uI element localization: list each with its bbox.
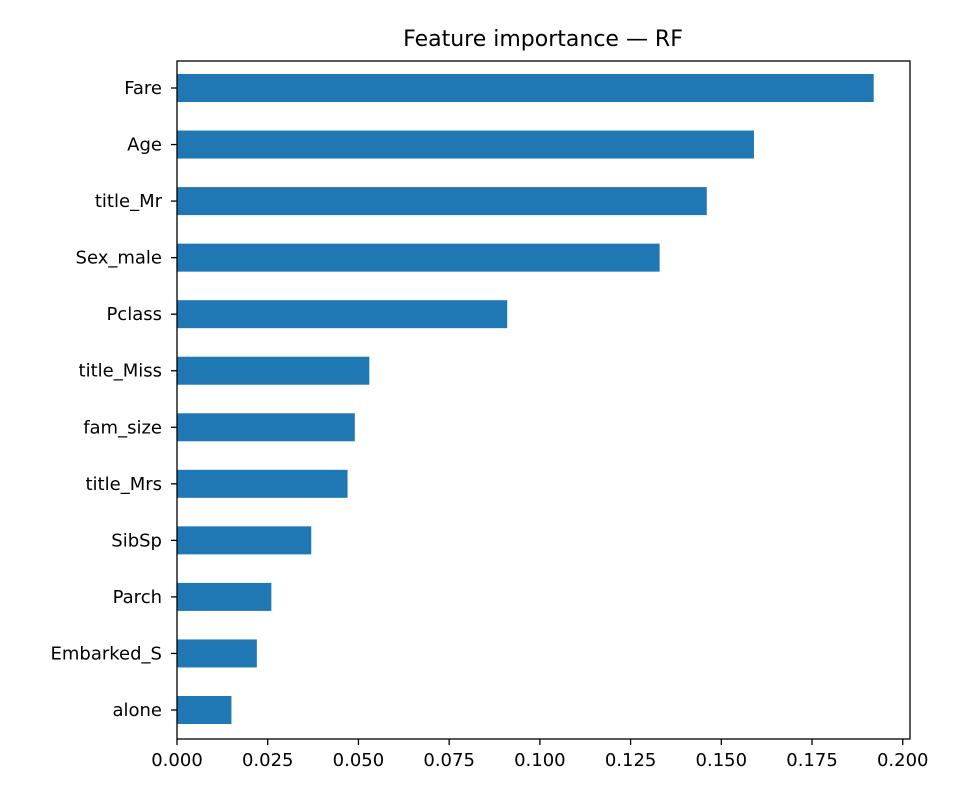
y-tick-label: title_Mrs (86, 474, 163, 495)
plot-area-frame (176, 60, 911, 740)
x-axis: 0.000 0.025 0.050 0.075 0.100 0.125 0.150 0.175… (151, 739, 929, 771)
bar-title-mr (177, 187, 707, 216)
x-tick-label: 0.150 (696, 750, 748, 771)
bar-embarked-s (177, 639, 257, 668)
x-tick-label: 0.175 (786, 750, 838, 771)
bar-age (177, 130, 754, 159)
x-tick-label: 0.125 (605, 750, 657, 771)
x-tick-label: 0.100 (514, 750, 566, 771)
bar-fam-size (177, 413, 355, 442)
y-tick-label: Pclass (106, 304, 162, 325)
y-tick-label: fam_size (83, 417, 162, 438)
y-tick-label: Fare (124, 78, 162, 99)
y-axis: Fare Age title_Mr Sex_male Pclass title_Missf… (51, 78, 177, 721)
bar-title-miss (177, 356, 370, 385)
x-tick-label: 0.075 (423, 750, 475, 771)
bars-group (177, 74, 874, 724)
bar-fare (177, 74, 874, 102)
bar-sex-male (177, 243, 660, 272)
y-tick-label: Embarked_S (51, 643, 162, 664)
y-tick-label: Parch (113, 587, 162, 608)
x-tick-label: 0.000 (151, 750, 203, 771)
y-tick-label: SibSp (111, 530, 162, 551)
y-tick-label: alone (112, 700, 162, 721)
y-tick-label: Age (127, 135, 162, 156)
bar-title-mrs (177, 469, 348, 498)
bar-alone (177, 696, 232, 724)
y-tick-label: title_Mr (95, 191, 163, 212)
x-tick-label: 0.050 (333, 750, 385, 771)
chart-title: Feature importance — RF (403, 27, 683, 52)
x-tick-label: 0.200 (877, 750, 929, 771)
bar-pclass (177, 300, 508, 329)
bar-parch (177, 582, 272, 611)
y-tick-label: title_Miss (79, 361, 162, 382)
bar-sibsp (177, 526, 312, 555)
y-tick-label: Sex_male (76, 248, 162, 269)
x-tick-label: 0.025 (242, 750, 294, 771)
